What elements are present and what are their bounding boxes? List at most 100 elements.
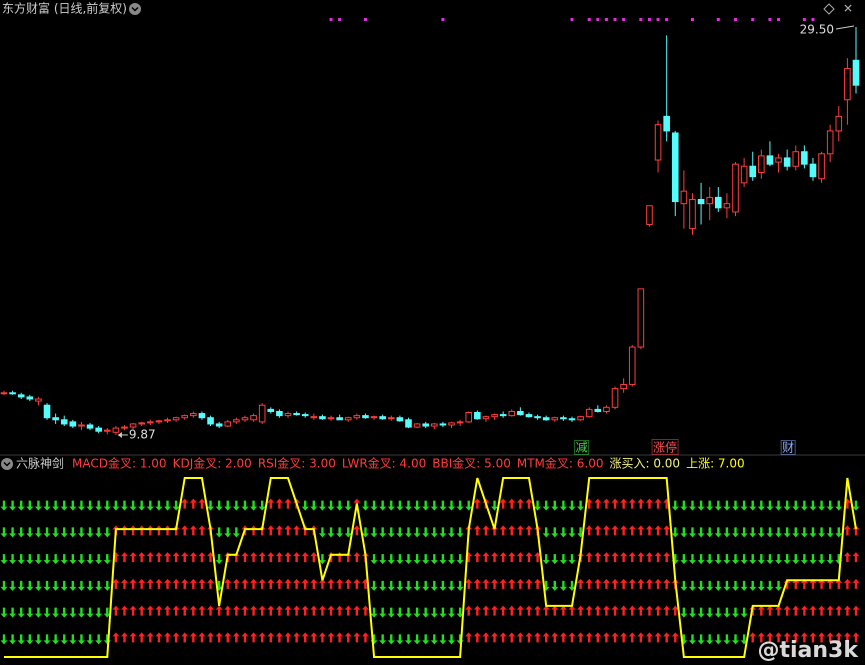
signal-down-arrow	[69, 607, 77, 618]
signal-down-arrow	[396, 554, 404, 565]
signal-down-arrow	[120, 500, 128, 511]
candle-body	[301, 414, 309, 417]
signal-down-arrow	[542, 554, 550, 565]
signal-up-arrow	[267, 605, 275, 616]
signal-down-arrow	[688, 527, 696, 538]
signal-down-arrow	[396, 500, 404, 511]
signal-down-arrow	[379, 527, 387, 538]
candle-body	[439, 423, 447, 426]
signal-up-arrow	[602, 525, 610, 536]
indicator-title: 六脉神剑	[16, 456, 64, 471]
signal-up-arrow	[284, 578, 292, 589]
candle-body	[327, 417, 335, 420]
candle-body	[224, 421, 232, 427]
signal-up-arrow	[361, 632, 369, 643]
signal-down-arrow	[17, 527, 25, 538]
signal-up-arrow	[645, 552, 653, 563]
signal-down-arrow	[809, 527, 817, 538]
signal-up-arrow	[611, 552, 619, 563]
legend-item: LWR金叉: 4.00	[342, 456, 426, 471]
signal-down-arrow	[430, 527, 438, 538]
signal-down-arrow	[551, 554, 559, 565]
signal-up-arrow	[181, 525, 189, 536]
signal-down-arrow	[430, 607, 438, 618]
signal-up-arrow	[250, 605, 258, 616]
indicator-menu[interactable]	[1, 458, 13, 470]
close-button[interactable]: ✕	[843, 2, 853, 16]
signal-up-arrow	[783, 632, 791, 643]
signal-down-arrow	[34, 580, 42, 591]
signal-up-arrow	[663, 552, 671, 563]
signal-down-arrow	[52, 607, 60, 618]
menu-button[interactable]	[129, 3, 141, 15]
candle-body	[568, 418, 576, 421]
signal-up-arrow	[250, 552, 258, 563]
candle-body	[387, 417, 395, 420]
signal-up-arrow	[568, 605, 576, 616]
signal-up-arrow	[207, 552, 215, 563]
top-signal	[716, 18, 720, 21]
signal-down-arrow	[215, 500, 223, 511]
signal-down-arrow	[706, 500, 714, 511]
signal-up-arrow	[181, 552, 189, 563]
signal-up-arrow	[620, 632, 628, 643]
signal-up-arrow	[611, 525, 619, 536]
signal-up-arrow	[473, 605, 481, 616]
signal-up-arrow	[275, 552, 283, 563]
signal-up-arrow	[766, 632, 774, 643]
candle-body	[319, 416, 326, 420]
signal-down-arrow	[215, 527, 223, 538]
signal-up-arrow	[241, 632, 249, 643]
signal-down-arrow	[792, 500, 800, 511]
extreme-label: 29.50	[800, 23, 834, 37]
top-signal	[768, 18, 772, 21]
signal-down-arrow	[430, 580, 438, 591]
signal-down-arrow	[809, 554, 817, 565]
signal-up-arrow	[258, 632, 266, 643]
signal-down-arrow	[688, 554, 696, 565]
signal-up-arrow	[835, 578, 843, 589]
signal-up-arrow	[198, 578, 206, 589]
signal-up-arrow	[645, 525, 653, 536]
candle-body	[52, 417, 59, 421]
signal-down-arrow	[559, 580, 567, 591]
signal-down-arrow	[336, 527, 344, 538]
signal-down-arrow	[370, 607, 378, 618]
signal-down-arrow	[60, 500, 68, 511]
signal-down-arrow	[448, 607, 456, 618]
signal-down-arrow	[723, 554, 731, 565]
signal-down-arrow	[26, 580, 34, 591]
candle-body	[560, 417, 567, 420]
signal-down-arrow	[439, 634, 447, 645]
top-signal	[587, 18, 591, 21]
signal-down-arrow	[77, 634, 85, 645]
signal-up-arrow	[516, 498, 524, 509]
signal-down-arrow	[749, 554, 757, 565]
signal-up-arrow	[155, 578, 163, 589]
signal-up-arrow	[757, 632, 765, 643]
candle-body	[628, 346, 636, 385]
candle-body	[775, 157, 782, 163]
signal-up-arrow	[164, 605, 172, 616]
candle-body	[732, 163, 739, 213]
signal-up-arrow	[241, 578, 249, 589]
legend-item: 上涨: 7.00	[686, 456, 745, 471]
signal-up-arrow	[551, 632, 559, 643]
diamond-button[interactable]	[823, 3, 835, 15]
signal-up-arrow	[284, 525, 292, 536]
signal-up-arrow	[852, 632, 860, 643]
signal-down-arrow	[232, 527, 240, 538]
signal-down-arrow	[396, 607, 404, 618]
signal-down-arrow	[422, 500, 430, 511]
signal-down-arrow	[0, 527, 8, 538]
candle-body	[801, 151, 808, 165]
candle-body	[344, 417, 352, 421]
signal-up-arrow	[826, 605, 834, 616]
candle-body	[740, 165, 748, 184]
signal-up-arrow	[310, 632, 318, 643]
signal-up-arrow	[757, 605, 765, 616]
signal-up-arrow	[611, 605, 619, 616]
signal-up-arrow	[783, 578, 791, 589]
signal-down-arrow	[697, 527, 705, 538]
signal-up-arrow	[353, 605, 361, 616]
